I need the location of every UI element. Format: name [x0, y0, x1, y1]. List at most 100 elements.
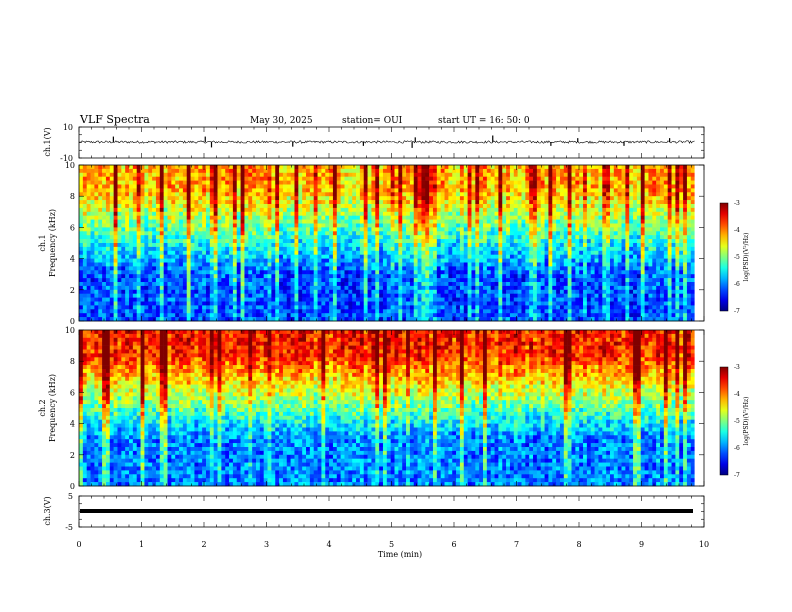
- spec-cell: [398, 223, 403, 228]
- spec-cell: [463, 262, 468, 267]
- spec-cell: [86, 254, 91, 259]
- spec-cell: [236, 235, 241, 240]
- spec-cell: [402, 188, 407, 193]
- spec-cell: [244, 278, 249, 283]
- spec-cell: [652, 270, 657, 275]
- spec-cell: [667, 246, 672, 252]
- spec-cell: [325, 235, 330, 240]
- spec-cell: [213, 223, 218, 228]
- spec-cell: [690, 188, 695, 193]
- spec-cell: [544, 274, 549, 279]
- spec-cell: [271, 250, 276, 255]
- spec-cell: [548, 219, 553, 224]
- spec-cell: [329, 246, 334, 252]
- spec-cell: [194, 250, 199, 255]
- spec-cell: [109, 254, 114, 259]
- spec-cell: [486, 168, 491, 174]
- spec-cell: [279, 196, 284, 201]
- spec-cell: [475, 165, 480, 170]
- spec-cell: [402, 227, 407, 232]
- spec-cell: [529, 204, 534, 209]
- spec-cell: [671, 215, 676, 220]
- spec-cell: [90, 246, 95, 252]
- spec-cell: [82, 270, 87, 275]
- spec-cell: [79, 250, 84, 255]
- spec-cell: [290, 227, 295, 232]
- spec-cell: [479, 196, 484, 201]
- spec-cell: [386, 192, 391, 197]
- spec-cell: [390, 188, 395, 193]
- spec-cell: [660, 270, 665, 275]
- spec-cell: [490, 184, 495, 189]
- spec-cell: [205, 211, 211, 216]
- spec-cell: [252, 184, 257, 189]
- spec-cell: [609, 262, 615, 267]
- spec-cell: [344, 231, 349, 236]
- spec-cell: [479, 266, 484, 271]
- spec-cell: [363, 227, 368, 232]
- spec-cell: [236, 227, 241, 232]
- spec-cell: [155, 200, 161, 205]
- ch1-ylabel: ch.1(V): [43, 127, 52, 156]
- spec-cell: [590, 235, 595, 240]
- spec-cell: [155, 231, 161, 236]
- spec-cell: [244, 165, 249, 170]
- spec-cell: [302, 243, 307, 248]
- spec-cell: [398, 180, 403, 185]
- spec-cell: [563, 266, 568, 271]
- spec-cell: [367, 172, 372, 177]
- spec-cell: [325, 172, 330, 177]
- spec-cell: [406, 243, 411, 248]
- spec-cell: [367, 211, 372, 216]
- spec-cell: [456, 223, 461, 228]
- spec-cell: [232, 200, 238, 205]
- spec-cell: [140, 165, 145, 170]
- spec-cell: [544, 165, 549, 170]
- spec-cell: [325, 270, 330, 275]
- spec-cell: [652, 243, 657, 248]
- spec-cell: [321, 227, 326, 232]
- spec-cell: [221, 192, 226, 197]
- spec-cell: [490, 266, 495, 271]
- spec-cell: [171, 254, 176, 259]
- spec-cell: [571, 235, 576, 240]
- spec-cell: [94, 258, 99, 263]
- spec-cell: [179, 188, 184, 193]
- spec-cell: [571, 274, 576, 279]
- spec-cell: [583, 184, 588, 189]
- spec-cell: [298, 207, 303, 213]
- spec-cell: [340, 215, 345, 220]
- spec-cell: [155, 246, 161, 252]
- spec-cell: [667, 204, 672, 209]
- spec-cell: [686, 184, 692, 189]
- spec-cell: [329, 231, 334, 236]
- spec-cell: [540, 219, 545, 224]
- spec-cell: [263, 200, 268, 205]
- spec-cell: [279, 274, 284, 279]
- spec-cell: [325, 184, 330, 189]
- spec-cell: [186, 223, 191, 228]
- spec-cell: [494, 235, 499, 240]
- spec-cell: [167, 250, 172, 255]
- spec-cell: [548, 207, 553, 213]
- spec-cell: [98, 270, 103, 275]
- spec-cell: [306, 223, 311, 228]
- spec-cell: [559, 172, 565, 177]
- spec-cell: [606, 274, 611, 279]
- spec-cell: [90, 204, 95, 209]
- spec-cell: [409, 215, 415, 220]
- spec-cell: [483, 231, 488, 236]
- spec-cell: [456, 188, 461, 193]
- spec-cell: [613, 270, 618, 275]
- spec-cell: [413, 184, 418, 189]
- spec-cell: [540, 165, 545, 170]
- spec-cell: [467, 192, 472, 197]
- spec-cell: [536, 172, 542, 177]
- spec-cell: [309, 168, 315, 174]
- spec-cell: [302, 239, 307, 244]
- spec-cell: [236, 184, 241, 189]
- spec-cell: [198, 270, 203, 275]
- spec-cell: [121, 204, 126, 209]
- spec-cell: [517, 176, 522, 181]
- spec-cell: [382, 231, 388, 236]
